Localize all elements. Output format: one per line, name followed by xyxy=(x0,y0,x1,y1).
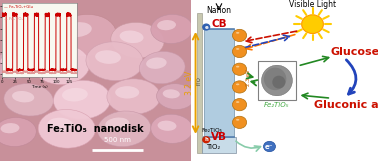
Ellipse shape xyxy=(0,50,36,79)
Text: — Fe₂TiO₅+Glu: — Fe₂TiO₅+Glu xyxy=(4,5,33,9)
Ellipse shape xyxy=(139,52,185,84)
Ellipse shape xyxy=(56,14,116,57)
Ellipse shape xyxy=(264,68,286,90)
Bar xyxy=(204,29,234,137)
Text: Fe₂TiO₅: Fe₂TiO₅ xyxy=(201,128,222,133)
Text: — Fe₂TiO₅: — Fe₂TiO₅ xyxy=(4,17,23,21)
Circle shape xyxy=(232,63,247,75)
Ellipse shape xyxy=(163,89,180,98)
Ellipse shape xyxy=(157,20,176,30)
Ellipse shape xyxy=(236,101,239,103)
Text: ITO: ITO xyxy=(197,76,202,85)
Circle shape xyxy=(232,99,247,111)
Text: 500 nm: 500 nm xyxy=(104,137,131,143)
Ellipse shape xyxy=(236,48,239,50)
X-axis label: Time (s): Time (s) xyxy=(31,85,48,90)
Ellipse shape xyxy=(1,123,19,133)
Text: 2.3 eV: 2.3 eV xyxy=(246,69,251,86)
Ellipse shape xyxy=(158,121,177,131)
Ellipse shape xyxy=(47,118,73,131)
Ellipse shape xyxy=(41,52,67,67)
Text: e: e xyxy=(204,24,208,30)
Ellipse shape xyxy=(107,79,160,114)
Text: Fe₂TiO₅: Fe₂TiO₅ xyxy=(264,102,290,109)
Ellipse shape xyxy=(0,55,19,65)
Ellipse shape xyxy=(236,83,239,85)
Text: VB: VB xyxy=(211,132,227,142)
Ellipse shape xyxy=(236,119,239,121)
Circle shape xyxy=(232,29,247,42)
Text: 3.2 eV: 3.2 eV xyxy=(185,71,194,95)
Ellipse shape xyxy=(12,91,34,102)
Circle shape xyxy=(232,45,247,58)
Ellipse shape xyxy=(146,57,167,69)
Ellipse shape xyxy=(4,84,53,116)
Text: Glucose: Glucose xyxy=(331,47,378,57)
Ellipse shape xyxy=(16,19,40,31)
Text: TiO₂: TiO₂ xyxy=(206,144,220,150)
Text: Visible Light: Visible Light xyxy=(289,0,336,9)
Ellipse shape xyxy=(62,88,88,101)
Text: Fe₂TiO₅  nanodisk: Fe₂TiO₅ nanodisk xyxy=(47,124,144,134)
Ellipse shape xyxy=(105,118,129,130)
Ellipse shape xyxy=(119,30,144,43)
Ellipse shape xyxy=(236,66,239,67)
Ellipse shape xyxy=(236,32,239,34)
Ellipse shape xyxy=(98,111,151,147)
Text: e⁻: e⁻ xyxy=(265,143,274,150)
Text: Nafion: Nafion xyxy=(206,6,231,15)
Ellipse shape xyxy=(0,118,36,147)
Text: CB: CB xyxy=(211,19,227,29)
Ellipse shape xyxy=(115,86,139,99)
Circle shape xyxy=(232,81,247,93)
Text: Gluconic acid: Gluconic acid xyxy=(314,100,378,110)
Circle shape xyxy=(232,116,247,128)
Circle shape xyxy=(302,15,323,33)
Ellipse shape xyxy=(111,22,164,58)
Ellipse shape xyxy=(8,11,61,47)
Ellipse shape xyxy=(272,76,285,89)
Bar xyxy=(258,61,296,100)
Ellipse shape xyxy=(33,44,90,85)
Text: h: h xyxy=(204,137,208,142)
Bar xyxy=(202,137,236,153)
Bar xyxy=(197,13,202,153)
Ellipse shape xyxy=(38,109,95,148)
Ellipse shape xyxy=(151,114,193,143)
Circle shape xyxy=(203,137,209,143)
Ellipse shape xyxy=(151,14,193,43)
Ellipse shape xyxy=(64,22,92,37)
Ellipse shape xyxy=(262,65,293,96)
Ellipse shape xyxy=(95,50,121,64)
Ellipse shape xyxy=(54,80,111,119)
Circle shape xyxy=(263,141,276,152)
Ellipse shape xyxy=(86,42,143,80)
Ellipse shape xyxy=(156,84,195,109)
Circle shape xyxy=(203,24,209,30)
